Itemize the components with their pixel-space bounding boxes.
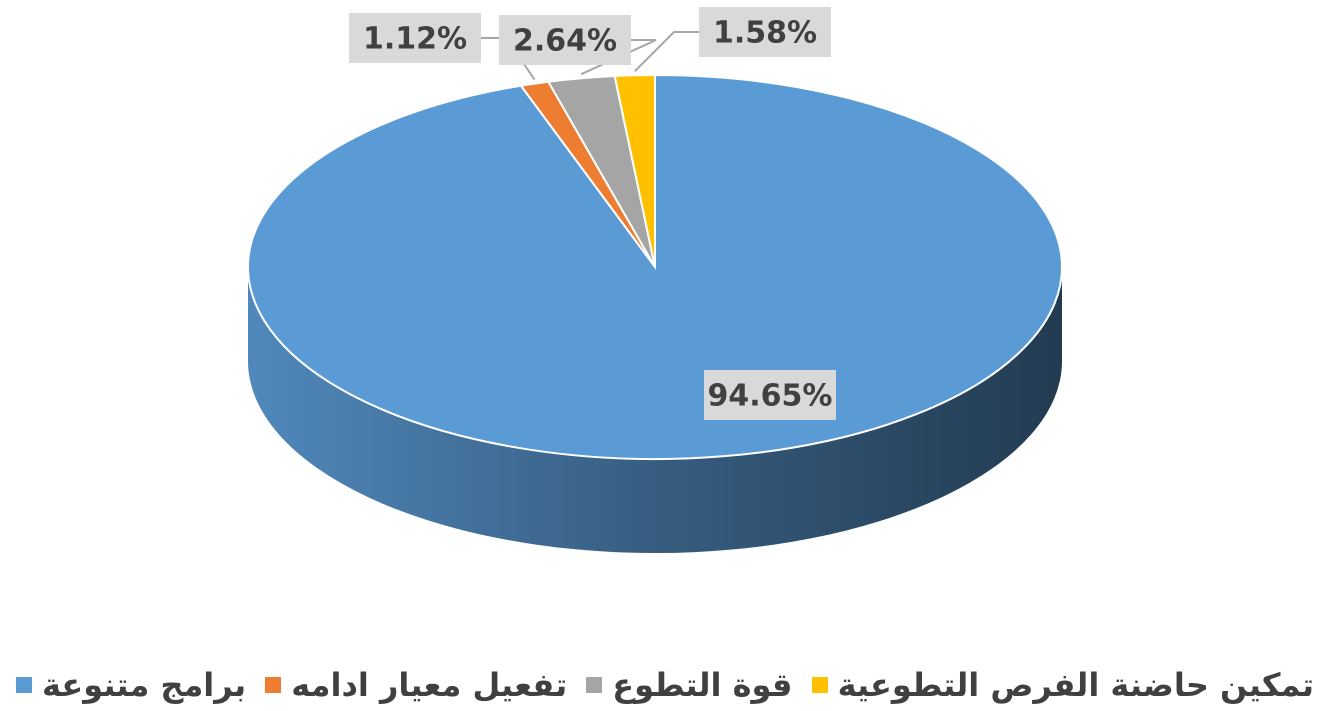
legend-item: تفعيل معيار ادامه [265,666,567,704]
data-label: 94.65% [708,379,833,414]
label-box [699,7,831,57]
leader-line [634,31,699,72]
legend-label: قوة التطوع [612,666,793,704]
legend-label: برامج متنوعة [42,666,247,704]
slice-side-shade [248,267,1062,553]
data-label: 2.64% [513,24,617,59]
legend-swatch [16,677,32,693]
legend-label: تفعيل معيار ادامه [291,666,568,704]
legend-swatch [265,677,282,693]
legend-item: تمكين حاضنة الفرص التطوعية [811,666,1314,704]
legend-label: تمكين حاضنة الفرص التطوعية [837,666,1314,704]
legend: برامج متنوعة تفعيل معيار ادامه قوة التطوع ت… [0,660,1326,710]
label-box [704,370,836,420]
label-box [349,13,481,63]
chart: 94.65% 1.12% 2.64% 1.58% [247,7,1063,553]
data-label: 1.12% [363,22,467,57]
data-label: 1.58% [713,16,817,51]
legend-swatch [586,677,603,693]
legend-item: برامج متنوعة [16,666,246,704]
label-box [499,15,631,65]
legend-swatch [811,677,828,693]
slice [613,73,656,268]
legend-item: قوة التطوع [586,666,792,704]
